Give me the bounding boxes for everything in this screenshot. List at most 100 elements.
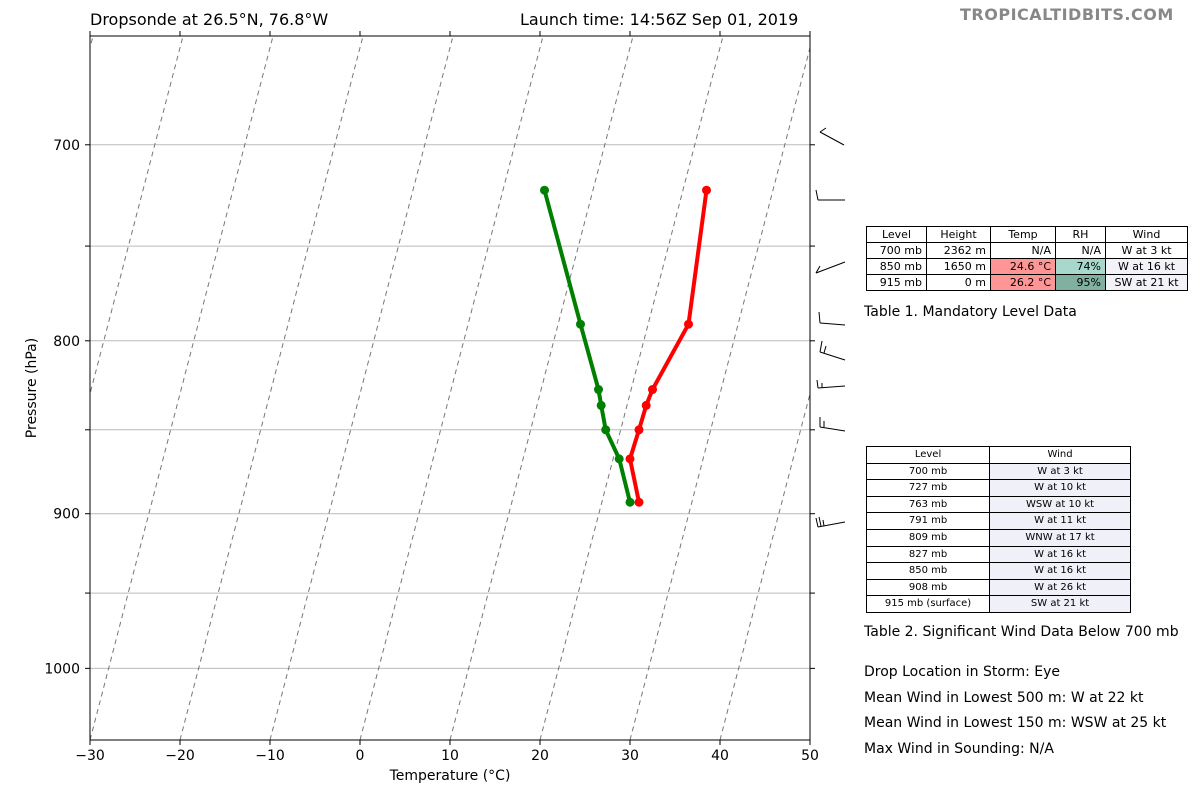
- table1-cell: N/A: [1055, 242, 1106, 259]
- table2-cell: 791 mb: [865, 512, 991, 530]
- isotherm-line: [719, 391, 810, 740]
- drop-location-text: Drop Location in Storm: Eye: [864, 664, 1061, 680]
- table-row: 700 mb 2362 m N/A N/A W at 3 kt: [866, 242, 1188, 259]
- wind-barb-791: [818, 311, 846, 326]
- series-point-1: [540, 185, 549, 195]
- table1-cell: W at 3 kt: [1105, 242, 1188, 259]
- series-point-0: [641, 400, 651, 410]
- mean-wind-500-text: Mean Wind in Lowest 500 m: W at 22 kt: [864, 690, 1144, 706]
- wind-barb-763: [815, 261, 846, 274]
- x-tick-label: 10: [441, 748, 459, 764]
- table1-caption: Table 1. Mandatory Level Data: [864, 304, 1077, 320]
- series-line-0: [628, 189, 709, 503]
- x-tick-label: −10: [255, 748, 285, 764]
- table1-header-cell: Height: [926, 226, 991, 243]
- isotherm-line: [629, 45, 810, 740]
- table1-cell: W at 16 kt: [1105, 258, 1188, 275]
- y-axis-label: Pressure (hPa): [24, 338, 40, 438]
- x-tick-label: 50: [801, 748, 819, 764]
- chart-title-location: Dropsonde at 26.5°N, 76.8°W: [90, 10, 329, 29]
- table2-header-cell: Level: [865, 446, 991, 464]
- table-row: 915 mb (surface) SW at 21 kt: [865, 595, 1131, 613]
- table2-cell: 850 mb: [865, 562, 991, 580]
- table2-cell: W at 11 kt: [989, 512, 1131, 530]
- isotherm-line: [359, 36, 544, 740]
- series-point-0: [684, 319, 693, 329]
- mandatory-level-table: Level Height Temp RH Wind 700 mb 2362 m N/A N/A W…: [866, 226, 1188, 291]
- table1-header-row: Level Height Temp RH Wind: [866, 226, 1188, 243]
- wind-barb-727: [815, 189, 845, 201]
- y-tick-label: 800: [53, 334, 80, 350]
- series-point-1: [625, 497, 635, 507]
- isotherm-line: [449, 36, 634, 740]
- tick-layer: −30 −20 −10 0 10 20 30 40 50 700 800 900 1000: [44, 31, 819, 764]
- table1-cell: 915 mb: [866, 274, 927, 291]
- table2-cell: W at 26 kt: [989, 578, 1131, 597]
- table-row: 908 mb W at 26 kt: [865, 578, 1131, 597]
- table1-header-cell: Wind: [1105, 226, 1188, 243]
- table1-cell: 95%: [1055, 274, 1106, 291]
- x-axis-label: Temperature (°C): [389, 768, 511, 784]
- x-tick-label: 40: [711, 748, 729, 764]
- table2-cell: 727 mb: [865, 479, 991, 497]
- significant-wind-table: Level Wind 700 mb W at 3 kt 727 mb W at 10 kt…: [865, 446, 1131, 613]
- x-tick-label: 30: [621, 748, 639, 764]
- y-tick-label: 1000: [44, 661, 80, 677]
- table2-cell: WSW at 10 kt: [989, 495, 1131, 514]
- table-row: 700 mb W at 3 kt: [865, 462, 1131, 481]
- wind-barbs: [815, 127, 846, 528]
- x-tick-label: 20: [531, 748, 549, 764]
- series-point-1: [594, 385, 603, 395]
- chart-title-launch-time: Launch time: 14:56Z Sep 01, 2019: [520, 10, 799, 29]
- isotherm-line: [0, 36, 3, 740]
- plot-frame: [89, 35, 811, 741]
- table1-cell: 700 mb: [866, 242, 927, 259]
- wind-barb-850: [819, 417, 846, 432]
- y-tick-label: 900: [53, 507, 80, 523]
- table1-cell: 2362 m: [926, 242, 991, 259]
- series-point-0: [625, 454, 635, 464]
- grid-layer: [0, 36, 810, 740]
- y-tick-label: 700: [53, 138, 80, 154]
- table1-cell: N/A: [990, 242, 1056, 259]
- series-point-1: [596, 400, 606, 410]
- table2-cell: 700 mb: [865, 462, 991, 481]
- x-tick-label: 0: [356, 748, 365, 764]
- table1-header-cell: RH: [1055, 226, 1106, 243]
- table2-cell: 827 mb: [865, 545, 991, 564]
- table-row: 850 mb 1650 m 24.6 °C 74% W at 16 kt: [866, 258, 1188, 275]
- table1-header-cell: Level: [866, 226, 927, 243]
- table2-cell: W at 16 kt: [989, 562, 1131, 580]
- series-point-0: [648, 385, 657, 395]
- table2-cell: 809 mb: [865, 528, 991, 547]
- watermark: TROPICALTIDBITS.COM: [960, 5, 1174, 24]
- table2-cell: WNW at 17 kt: [989, 528, 1131, 547]
- table-row: 791 mb W at 11 kt: [865, 512, 1131, 530]
- table2-caption: Table 2. Significant Wind Data Below 700…: [864, 624, 1179, 640]
- series-point-0: [634, 425, 644, 435]
- series-point-1: [601, 425, 611, 435]
- wind-barb-827: [816, 379, 846, 389]
- isotherm-line: [539, 36, 724, 740]
- table1-cell: 24.6 °C: [990, 258, 1056, 275]
- table1-cell: 850 mb: [866, 258, 927, 275]
- mean-wind-150-text: Mean Wind in Lowest 150 m: WSW at 25 kt: [864, 715, 1167, 731]
- table2-cell: 915 mb (surface): [865, 595, 991, 613]
- table-row: 850 mb W at 16 kt: [865, 562, 1131, 580]
- series-point-0: [702, 185, 711, 195]
- table1-header-cell: Temp: [990, 226, 1056, 243]
- x-tick-label: −30: [75, 748, 105, 764]
- table-row: 915 mb 0 m 26.2 °C 95% SW at 21 kt: [866, 274, 1188, 291]
- table1-cell: 74%: [1055, 258, 1106, 275]
- wind-barb-908: [815, 516, 846, 528]
- series-point-0: [634, 497, 644, 507]
- wind-barb-809: [819, 340, 846, 361]
- isotherm-line: [269, 36, 454, 740]
- table2-cell: W at 10 kt: [989, 479, 1131, 497]
- max-wind-text: Max Wind in Sounding: N/A: [864, 741, 1054, 757]
- series-layer: [540, 185, 711, 507]
- table2-header-row: Level Wind: [865, 446, 1131, 464]
- table1-cell: 26.2 °C: [990, 274, 1056, 291]
- table2-cell: W at 3 kt: [989, 462, 1131, 481]
